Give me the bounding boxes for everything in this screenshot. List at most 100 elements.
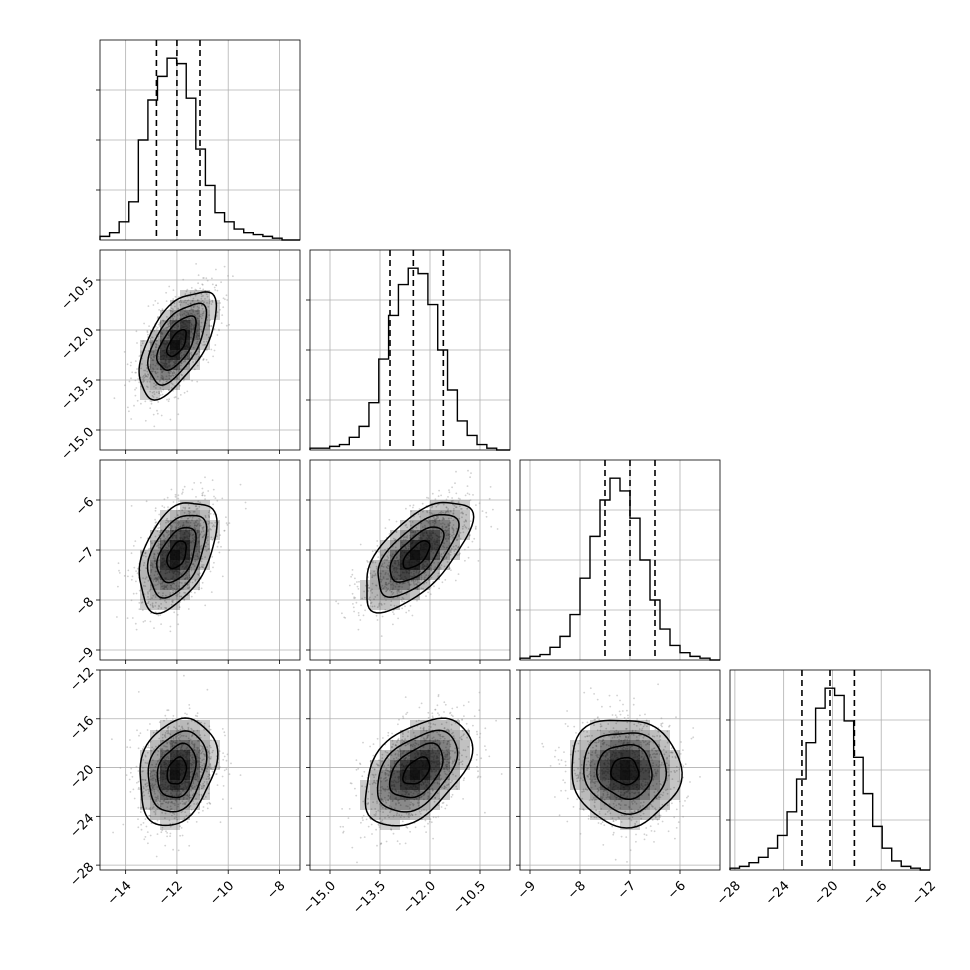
marginal-2-frame	[519, 459, 721, 661]
sample-point	[151, 605, 154, 608]
sample-point	[159, 394, 162, 396]
sample-point	[481, 510, 484, 512]
sample-point	[171, 801, 173, 804]
sample-point	[161, 811, 164, 814]
sample-point	[143, 581, 146, 584]
sample-point	[434, 518, 437, 520]
sample-point	[199, 523, 202, 525]
sample-point	[165, 328, 168, 331]
sample-point	[452, 528, 455, 531]
sample-point	[375, 584, 377, 587]
sample-point	[409, 605, 412, 607]
sample-point	[461, 527, 464, 530]
joint-panel-2-1	[306, 459, 511, 664]
density-cell	[160, 590, 170, 600]
sample-point	[169, 630, 172, 633]
density-cell	[420, 550, 430, 560]
sample-point	[192, 306, 195, 308]
sample-point	[364, 596, 366, 599]
joint-3-0-frame	[99, 669, 301, 871]
density-cell	[170, 720, 180, 730]
sample-point	[191, 379, 194, 382]
sample-point	[159, 614, 162, 616]
sample-point	[132, 545, 135, 547]
density-cell	[170, 570, 180, 580]
sample-point	[142, 791, 145, 793]
sample-point	[184, 508, 187, 510]
density-cell	[450, 540, 460, 550]
density-cell	[140, 750, 150, 760]
sample-point	[204, 545, 207, 548]
sample-point	[425, 595, 427, 597]
sample-point	[209, 508, 212, 510]
sample-point	[153, 553, 156, 556]
sample-point	[162, 370, 164, 373]
sample-point	[192, 782, 195, 785]
sample-point	[376, 594, 379, 597]
sample-point	[172, 802, 175, 805]
sample-point	[130, 505, 133, 507]
sample-point	[404, 800, 406, 802]
sample-point	[400, 598, 403, 601]
sample-point	[194, 505, 197, 508]
sample-point	[134, 388, 136, 391]
sample-point	[170, 370, 172, 373]
sample-point	[191, 563, 194, 565]
sample-point	[385, 578, 388, 580]
sample-point	[216, 334, 219, 336]
sample-point	[177, 734, 180, 736]
sample-point	[190, 735, 193, 738]
sample-point	[207, 523, 210, 525]
sample-point	[385, 840, 388, 843]
sample-point	[414, 579, 417, 582]
sample-point	[197, 282, 200, 285]
sample-point	[216, 302, 219, 305]
sample-point	[161, 748, 164, 751]
sample-point	[192, 361, 195, 363]
density-cell	[140, 570, 150, 580]
density-cell	[170, 810, 180, 820]
sample-point	[193, 482, 196, 484]
sample-point	[138, 608, 141, 611]
sample-point	[175, 815, 178, 818]
sample-point	[177, 737, 180, 739]
sample-point	[142, 770, 144, 772]
sample-point	[392, 611, 394, 613]
sample-point	[395, 530, 398, 533]
sample-point	[202, 806, 205, 808]
sample-point	[193, 743, 196, 746]
sample-point	[181, 810, 184, 812]
density-cell	[170, 590, 180, 600]
sample-point	[202, 798, 205, 800]
sample-point	[162, 320, 165, 322]
density-cell	[180, 320, 190, 330]
sample-point	[207, 535, 209, 538]
sample-point	[163, 719, 165, 722]
sample-point	[166, 531, 169, 534]
sample-point	[365, 818, 368, 821]
sample-point	[188, 707, 191, 710]
sample-point	[160, 803, 162, 805]
sample-point	[156, 795, 159, 798]
sample-point	[141, 601, 144, 603]
sample-point	[165, 380, 168, 383]
sample-point	[198, 307, 200, 309]
sample-point	[465, 527, 468, 529]
sample-point	[371, 592, 374, 594]
sample-point	[408, 812, 411, 815]
sample-point	[469, 476, 471, 479]
sample-point	[375, 565, 378, 568]
sample-point	[437, 516, 439, 519]
sample-point	[454, 751, 456, 754]
density-cell	[150, 340, 160, 350]
density-cell	[390, 580, 400, 590]
sample-point	[156, 583, 159, 586]
sample-point	[196, 507, 199, 510]
sample-point	[465, 519, 467, 522]
sample-point	[422, 510, 424, 513]
sample-point	[155, 391, 158, 394]
sample-point	[207, 543, 210, 546]
sample-point	[455, 527, 458, 530]
sample-point	[371, 560, 374, 563]
sample-point	[207, 514, 210, 517]
